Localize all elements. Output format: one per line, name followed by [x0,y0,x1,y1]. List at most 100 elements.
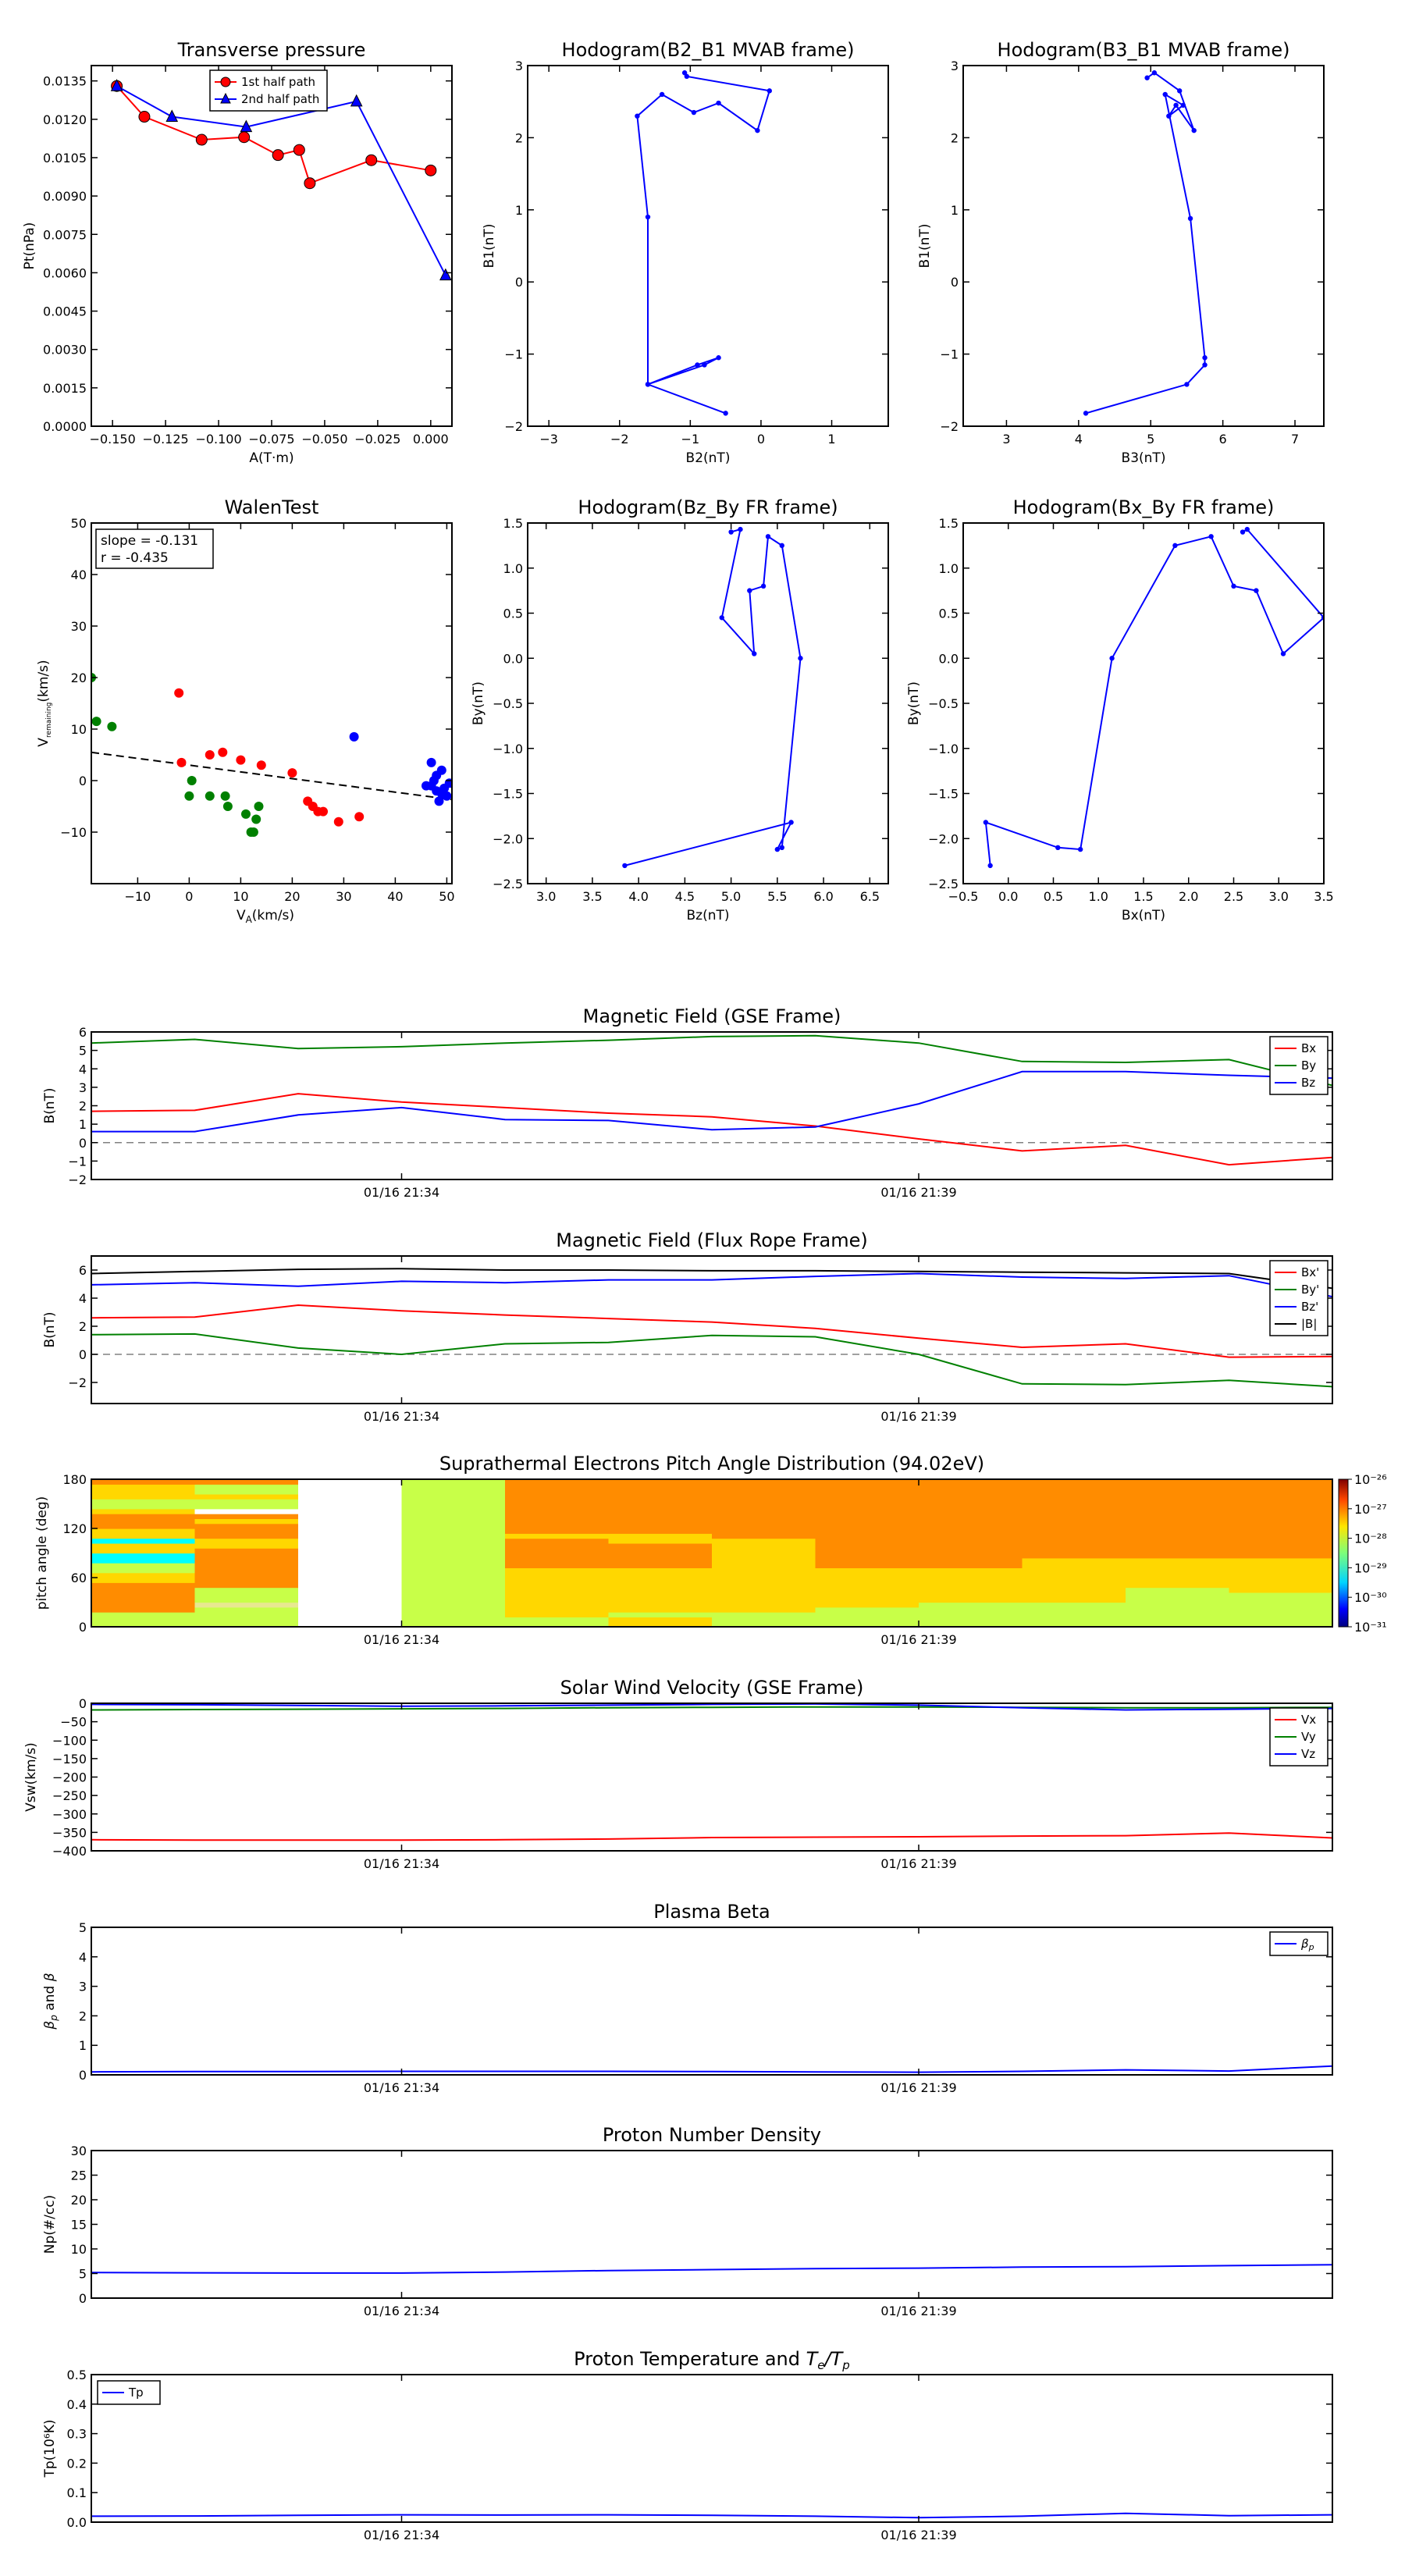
heatmap-cell [815,1493,919,1500]
heatmap-cell [505,1499,610,1505]
y-axis-label: Tp(10⁶K) [42,2419,58,2478]
data-point [195,133,208,146]
x-tick-label: 4.0 [628,889,648,904]
heatmap-cell [919,1597,1023,1603]
y-tick-label: 30 [71,619,87,634]
data-point [716,355,721,361]
heatmap-cell [1229,1563,1332,1568]
heatmap-cell [1126,1514,1230,1519]
heatmap-cell [712,1542,816,1549]
x-tick-label: 20 [284,889,300,904]
y-tick-label: 25 [71,2169,87,2183]
y-tick-label: −1 [68,1154,87,1169]
heatmap-cell [919,1542,1023,1549]
heatmap-cell [1126,1508,1230,1514]
heatmap-cell [608,1567,713,1574]
heatmap-cell [1229,1493,1332,1500]
x-tick-label: 5.0 [721,889,741,904]
heatmap-cell [91,1542,196,1549]
chart-title: Suprathermal Electrons Pitch Angle Distr… [439,1453,984,1475]
heatmap-cell [401,1597,506,1603]
heatmap-cell [505,1533,610,1539]
plot-area [91,2264,1332,2274]
heatmap-cell [505,1567,610,1574]
y-tick-label: −150 [52,1752,87,1767]
heatmap-cell [919,1587,1023,1593]
heatmap-cell [194,1528,299,1534]
plot-area [91,2065,1332,2073]
heatmap-cell [815,1572,919,1578]
y-tick-label: −50 [60,1715,87,1730]
y-tick-label: 10 [71,722,87,737]
heatmap-cell [91,1557,196,1564]
heatmap-cell [712,1533,816,1539]
heatmap-cell [1022,1612,1126,1617]
heatmap-cell [91,1578,196,1583]
heatmap-cell [919,1489,1023,1495]
x-tick-label: 01/16 21:34 [364,1632,439,1647]
legend-label: Vz [1301,1747,1315,1761]
y-tick-label: 30 [71,2144,87,2158]
heatmap-cell [919,1484,1023,1490]
annotation-box [95,528,214,569]
heatmap-cell [91,1479,196,1485]
scatter-point [354,812,365,822]
scatter-point [434,796,444,806]
y-tick-label: 3 [79,1980,87,1994]
x-tick-label: 3.0 [1269,889,1289,904]
data-point [622,863,628,869]
data-point [1180,102,1186,109]
x-tick-label: 01/16 21:34 [364,1409,439,1424]
heatmap-cell [1229,1484,1332,1490]
series-by-line [91,1034,1332,1087]
x-tick-label: 01/16 21:39 [880,1409,956,1424]
heatmap-cell [1229,1606,1332,1613]
y-tick-label: −1.5 [928,787,959,802]
y-tick-label: −200 [52,1770,87,1785]
heatmap-cell [1229,1528,1332,1534]
heatmap-cell [194,1538,299,1544]
series-bz-line [91,1070,1332,1133]
data-point [1144,75,1150,80]
x-tick-label: −10 [125,889,151,904]
y-axis-label: B1(nT) [917,224,933,269]
heatmap-cell [194,1602,299,1608]
heatmap-cell [505,1557,610,1564]
heatmap-cell [505,1621,610,1627]
heatmap-cell [298,1563,403,1568]
heatmap-cell [1229,1508,1332,1514]
heatmap-cell [505,1592,610,1598]
y-tick-label: 4 [79,1291,87,1306]
y-tick-label: 1.0 [503,561,523,576]
y-tick-label: 0.0090 [43,189,87,204]
y-tick-label: 0.0105 [43,151,87,165]
heatmap-cell [401,1557,506,1564]
data-point [635,113,640,119]
data-point [779,845,784,851]
y-tick-label: 0.0000 [43,419,87,434]
scatter-point [241,809,251,819]
heatmap-cell [505,1597,610,1603]
chart-title: Solar Wind Velocity (GSE Frame) [560,1677,864,1699]
chart-title: Hodogram(Bz_By FR frame) [578,496,838,518]
heatmap-cell [1229,1553,1332,1559]
data-point [1109,656,1115,661]
heatmap-cell [505,1518,610,1525]
heatmap-cell [712,1557,816,1564]
y-axis-label: Np(#/cc) [42,2195,58,2254]
scatter-point [426,781,436,791]
heatmap-cell [91,1592,196,1598]
heatmap-cell [608,1479,713,1485]
series-bz-line [91,1272,1332,1298]
chart-beta: Plasma Beta 01/16 21:34 01/16 21:39 0 1 2 3 4 5 β… [42,1901,1333,2095]
series-tp-line [91,2512,1332,2519]
heatmap-cell [401,1606,506,1613]
heatmap-cell [1126,1518,1230,1525]
heatmap-cell [91,1523,196,1529]
y-tick-label: 0 [79,2291,87,2306]
heatmap-cell [712,1548,816,1554]
x-tick-label: 01/16 21:39 [880,1856,956,1871]
heatmap-cell [815,1587,919,1593]
x-tick-label: −1 [681,432,700,447]
heatmap-cell [919,1612,1023,1617]
